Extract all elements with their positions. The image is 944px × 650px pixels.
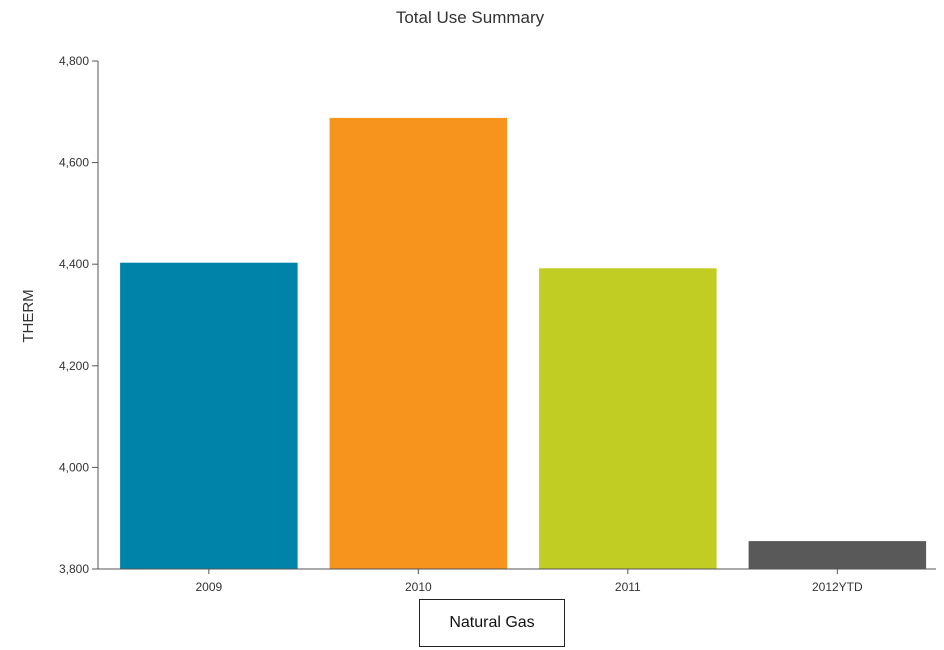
bars [120,117,927,570]
x-tick-label: 2010 [405,580,432,594]
y-tick-label: 4,600 [59,156,89,170]
bar-2012ytd [748,541,927,569]
y-tick-label: 4,800 [59,54,89,68]
y-tick-label: 4,400 [59,257,89,271]
y-tick-label: 4,200 [59,359,89,373]
legend-label: Natural Gas [449,614,535,631]
x-axis-ticks: 2009 2010 2011 2012YTD [195,569,863,594]
chart-title: Total Use Summary [396,8,545,27]
bar-2011 [539,268,717,569]
bar-2009 [120,262,298,569]
bar-2010 [329,117,508,570]
x-tick-label: 2011 [615,580,641,594]
y-axis-label: THERM [20,289,37,342]
legend: Natural Gas [419,599,565,647]
x-tick-label: 2009 [195,580,222,594]
y-axis-ticks: 3,800 4,000 4,200 4,400 4,600 4,800 [59,54,98,576]
y-tick-label: 3,800 [59,562,89,576]
y-tick-label: 4,000 [59,460,89,474]
x-tick-label: 2012YTD [812,580,863,594]
